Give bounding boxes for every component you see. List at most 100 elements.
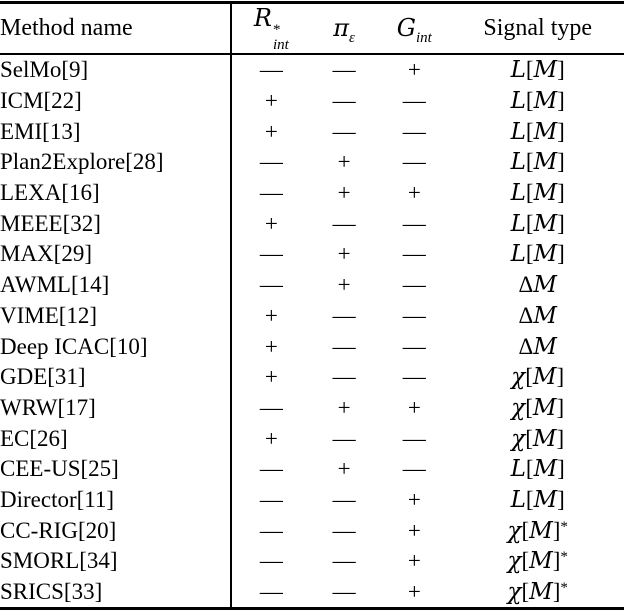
table-row: CEE-US[25] — + — L[M] — [0, 453, 624, 485]
signal-type-cell: L[M] — [510, 180, 565, 207]
table-row: CC-RIG[20] — — + χ[M]* — [0, 515, 624, 546]
script-M-symbol: M — [533, 149, 558, 176]
r-int-cell: — — [259, 579, 283, 605]
pi-epsilon-cell: — — [332, 517, 356, 543]
table-row: LEXA[16] — + + L[M] — [0, 177, 624, 209]
r-int-cell: + — [264, 210, 278, 236]
method-name-cell: WRW[17] — [0, 392, 232, 424]
delta-symbol: Δ — [518, 333, 534, 359]
signal-type-cell: L[M] — [510, 88, 565, 115]
script-L-symbol: L — [510, 88, 526, 115]
method-name-cell: VIME[12] — [0, 300, 232, 332]
g-int-cell: + — [407, 57, 421, 83]
pi-epsilon-cell: + — [337, 149, 351, 175]
r-int-cell: — — [259, 149, 283, 175]
g-int-cell: — — [402, 302, 426, 328]
signal-type-cell: χ[M]* — [507, 548, 568, 575]
script-M-symbol: M — [533, 272, 557, 299]
pi-epsilon-cell: — — [332, 210, 356, 236]
star-superscript: * — [560, 549, 568, 566]
table-row: MEEE[32] + — — L[M] — [0, 208, 624, 240]
signal-type-cell: χ[M] — [511, 364, 565, 391]
r-int-cell: — — [259, 180, 283, 206]
method-name-cell: EC[26] — [0, 423, 232, 454]
g-int-cell: — — [402, 364, 426, 390]
g-int-cell: + — [407, 486, 421, 512]
table-body: SelMo[9] — — + L[M] ICM[22] + — — L[M] EMI[13] + — — L… — [0, 54, 624, 609]
signal-type-cell: χ[M]* — [507, 579, 568, 606]
table-row: Plan2Explore[28] — + — L[M] — [0, 147, 624, 178]
pi-epsilon-cell: — — [332, 333, 356, 359]
method-name-cell: Plan2Explore[28] — [0, 147, 232, 178]
method-name-cell: GDE[31] — [0, 361, 232, 393]
method-name-cell: Deep ICAC[10] — [0, 331, 232, 362]
chi-symbol: χ — [511, 425, 526, 452]
chi-symbol: χ — [511, 394, 526, 421]
r-int-cell: — — [259, 456, 283, 482]
r-int-cell: + — [264, 88, 278, 114]
script-M-symbol: M — [533, 88, 558, 115]
math-subscript: ε — [349, 29, 355, 46]
pi-epsilon-cell: + — [337, 180, 351, 206]
script-M-symbol: M — [533, 118, 558, 145]
g-int-cell: + — [407, 579, 421, 605]
table-row: Director[11] — — + L[M] — [0, 484, 624, 516]
column-header-signal-type: Signal type — [451, 2, 624, 55]
method-name-cell: SMORL[34] — [0, 546, 232, 577]
g-int-cell: — — [402, 88, 426, 114]
script-L-symbol: L — [510, 149, 526, 176]
pi-epsilon-cell: + — [337, 456, 351, 482]
method-name-cell: SelMo[9] — [0, 54, 232, 86]
method-name-cell: AWML[14] — [0, 269, 232, 301]
signal-type-cell: L[M] — [510, 456, 565, 483]
signal-type-cell: L[M] — [510, 241, 565, 268]
script-L-symbol: L — [510, 210, 526, 237]
method-name-cell: LEXA[16] — [0, 177, 232, 209]
r-int-cell: + — [264, 302, 278, 328]
script-L-symbol: L — [510, 456, 526, 483]
script-M-symbol: M — [533, 302, 557, 329]
r-int-cell: + — [264, 118, 278, 144]
pi-epsilon-cell: + — [337, 241, 351, 267]
r-int-cell: — — [259, 241, 283, 267]
script-L-symbol: L — [510, 118, 526, 145]
delta-symbol: Δ — [518, 302, 534, 328]
script-L-symbol: L — [510, 180, 526, 207]
signal-type-cell: χ[M]* — [507, 517, 568, 544]
r-int-cell: — — [259, 517, 283, 543]
g-int-cell: + — [407, 548, 421, 574]
signal-type-cell: L[M] — [510, 149, 565, 176]
g-int-cell: — — [402, 210, 426, 236]
script-M-symbol: M — [533, 456, 558, 483]
script-L-symbol: L — [510, 486, 526, 513]
pi-epsilon-cell: — — [332, 302, 356, 328]
signal-type-cell: L[M] — [510, 210, 565, 237]
table-row: MAX[29] — + — L[M] — [0, 239, 624, 270]
math-base: π — [333, 14, 350, 42]
star-superscript: * — [560, 580, 568, 597]
r-int-cell: — — [259, 486, 283, 512]
signal-type-cell: ΔM — [451, 331, 624, 362]
method-name-cell: SRICS[33] — [0, 576, 232, 609]
r-int-cell: — — [259, 548, 283, 574]
script-M-symbol: M — [533, 241, 558, 268]
g-int-cell: — — [402, 118, 426, 144]
table-header: Method name R * int πε Gint Signal type — [0, 2, 624, 55]
table-row: GDE[31] + — — χ[M] — [0, 361, 624, 393]
g-int-cell: — — [402, 333, 426, 359]
method-name-cell: Director[11] — [0, 484, 232, 516]
g-int-cell: — — [402, 425, 426, 451]
method-name-cell: EMI[13] — [0, 116, 232, 148]
signal-type-cell: L[M] — [510, 486, 565, 513]
chi-symbol: χ — [507, 548, 522, 575]
signal-type-cell: χ[M] — [511, 394, 565, 421]
table-row: ICM[22] + — — L[M] — [0, 85, 624, 117]
math-subscript: int — [272, 37, 289, 53]
table-row: AWML[14] — + — ΔM — [0, 269, 624, 301]
g-int-cell: — — [402, 149, 426, 175]
header-row: Method name R * int πε Gint Signal type — [0, 2, 624, 55]
script-M-symbol: M — [533, 486, 558, 513]
g-int-cell: + — [407, 517, 421, 543]
math-subscript: int — [415, 29, 432, 46]
r-int-cell: + — [264, 364, 278, 390]
